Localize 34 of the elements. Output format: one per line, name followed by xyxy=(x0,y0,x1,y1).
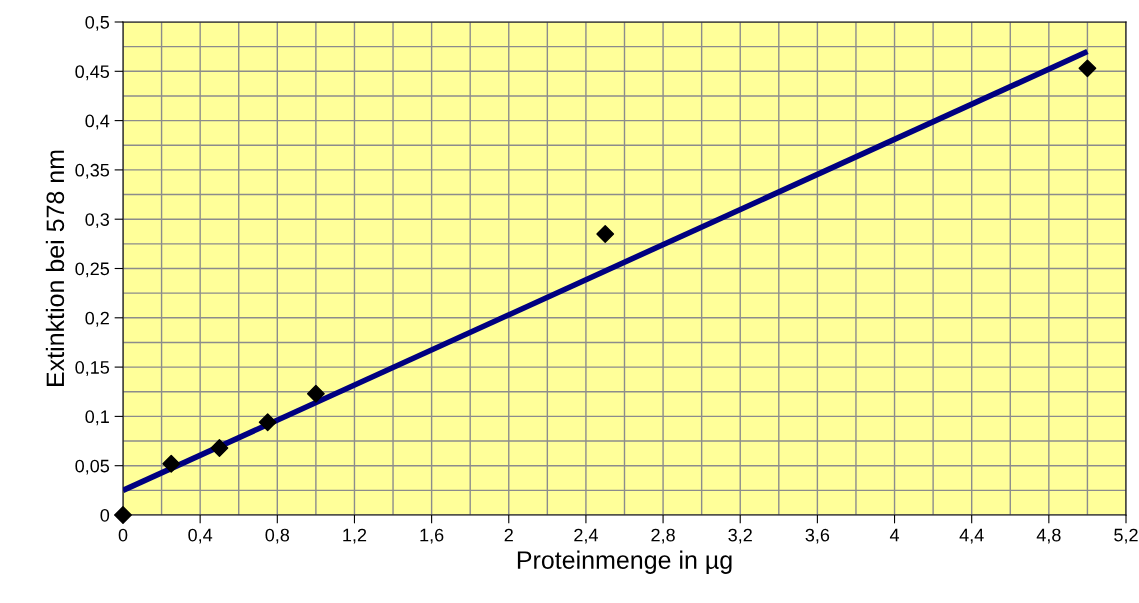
x-tick-label: 5,2 xyxy=(1114,528,1138,544)
x-tick-label: 0 xyxy=(118,528,128,542)
y-tick-label: 0,45 xyxy=(75,65,110,81)
y-tick-label: 0,2 xyxy=(85,311,109,327)
y-axis-title: Extinktion bei 578 nm xyxy=(45,150,65,386)
x-tick-label: 1,2 xyxy=(343,528,367,544)
x-axis-title: Proteinmenge in µg xyxy=(517,550,732,574)
y-tick-label: 0,5 xyxy=(85,15,110,31)
x-tick-label: 4,8 xyxy=(1036,528,1061,544)
x-tick-label: 2 xyxy=(504,528,513,542)
x-tick-label: 3,6 xyxy=(805,528,830,544)
x-tick-label: 2,8 xyxy=(651,528,675,544)
x-tick-label: 2,4 xyxy=(574,528,598,544)
x-tick-label: 0,8 xyxy=(265,528,290,544)
x-tick-label: 3,2 xyxy=(728,528,752,544)
point xyxy=(162,454,181,473)
x-tick-label: 1,6 xyxy=(420,528,444,544)
y-tick-label: 0,3 xyxy=(85,213,110,229)
y-tick-label: 0,25 xyxy=(75,262,110,278)
y-tick-label: 0,35 xyxy=(75,163,110,179)
x-tick-label: 0,4 xyxy=(188,528,213,544)
y-tick-label: 0,4 xyxy=(85,114,110,130)
point xyxy=(1078,59,1097,78)
point xyxy=(306,384,325,403)
y-tick-label: 0,05 xyxy=(75,459,110,475)
point xyxy=(596,225,615,243)
point xyxy=(210,439,229,457)
y-tick-label: 0,1 xyxy=(85,410,109,426)
x-tick-label: 4 xyxy=(889,528,900,542)
y-tick-label: 0 xyxy=(100,508,110,522)
point xyxy=(114,506,132,524)
point xyxy=(258,413,277,432)
x-tick-label: 4,4 xyxy=(959,528,984,544)
y-tick-label: 0,15 xyxy=(75,361,110,376)
